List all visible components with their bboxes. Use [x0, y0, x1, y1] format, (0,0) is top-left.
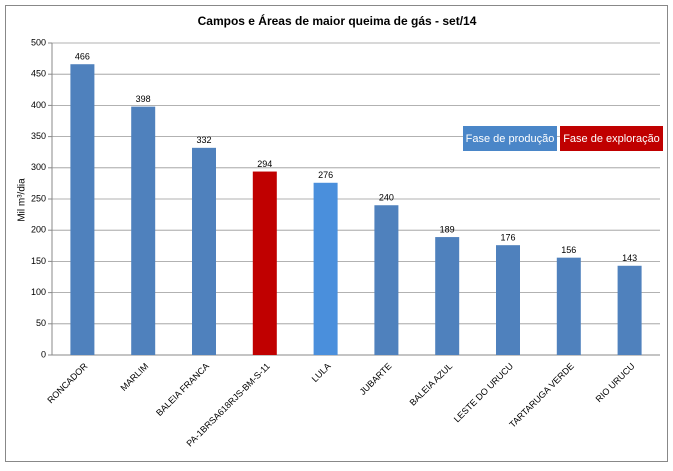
- y-tick-label: 400: [31, 100, 46, 110]
- y-tick-label: 150: [31, 256, 46, 266]
- y-tick-label: 450: [31, 69, 46, 79]
- bar: [313, 182, 338, 355]
- value-label: 189: [440, 224, 455, 234]
- legend-label: Fase de produção: [466, 133, 555, 145]
- y-tick-label: 500: [31, 37, 46, 47]
- value-label: 240: [379, 193, 394, 203]
- value-label: 466: [75, 52, 90, 62]
- bar: [617, 265, 642, 355]
- y-axis-label: Mil m³/dia: [17, 178, 28, 222]
- bar: [131, 106, 156, 355]
- value-label: 176: [500, 233, 515, 243]
- legend-box: [463, 126, 557, 151]
- bar: [435, 237, 460, 355]
- bar: [496, 245, 520, 355]
- value-label: 276: [318, 170, 333, 180]
- bar: [556, 257, 581, 355]
- y-tick-label: 350: [31, 131, 46, 141]
- value-label: 398: [136, 94, 151, 104]
- bar: [192, 147, 216, 355]
- y-tick-label: 200: [31, 225, 46, 235]
- bar: [70, 64, 95, 355]
- legend-label: Fase de exploração: [563, 133, 660, 145]
- y-tick-label: 100: [31, 287, 46, 297]
- legend-box: [560, 126, 663, 151]
- bar: [374, 205, 399, 355]
- value-label: 143: [622, 253, 637, 263]
- value-label: 332: [196, 135, 211, 145]
- y-tick-label: 50: [36, 318, 46, 328]
- chart-title: Campos e Áreas de maior queima de gás - …: [198, 13, 477, 28]
- value-label: 294: [257, 159, 272, 169]
- y-tick-label: 250: [31, 193, 46, 203]
- y-tick-label: 0: [41, 349, 46, 359]
- y-tick-label: 300: [31, 162, 46, 172]
- bar: [252, 171, 277, 355]
- value-label: 156: [561, 245, 576, 255]
